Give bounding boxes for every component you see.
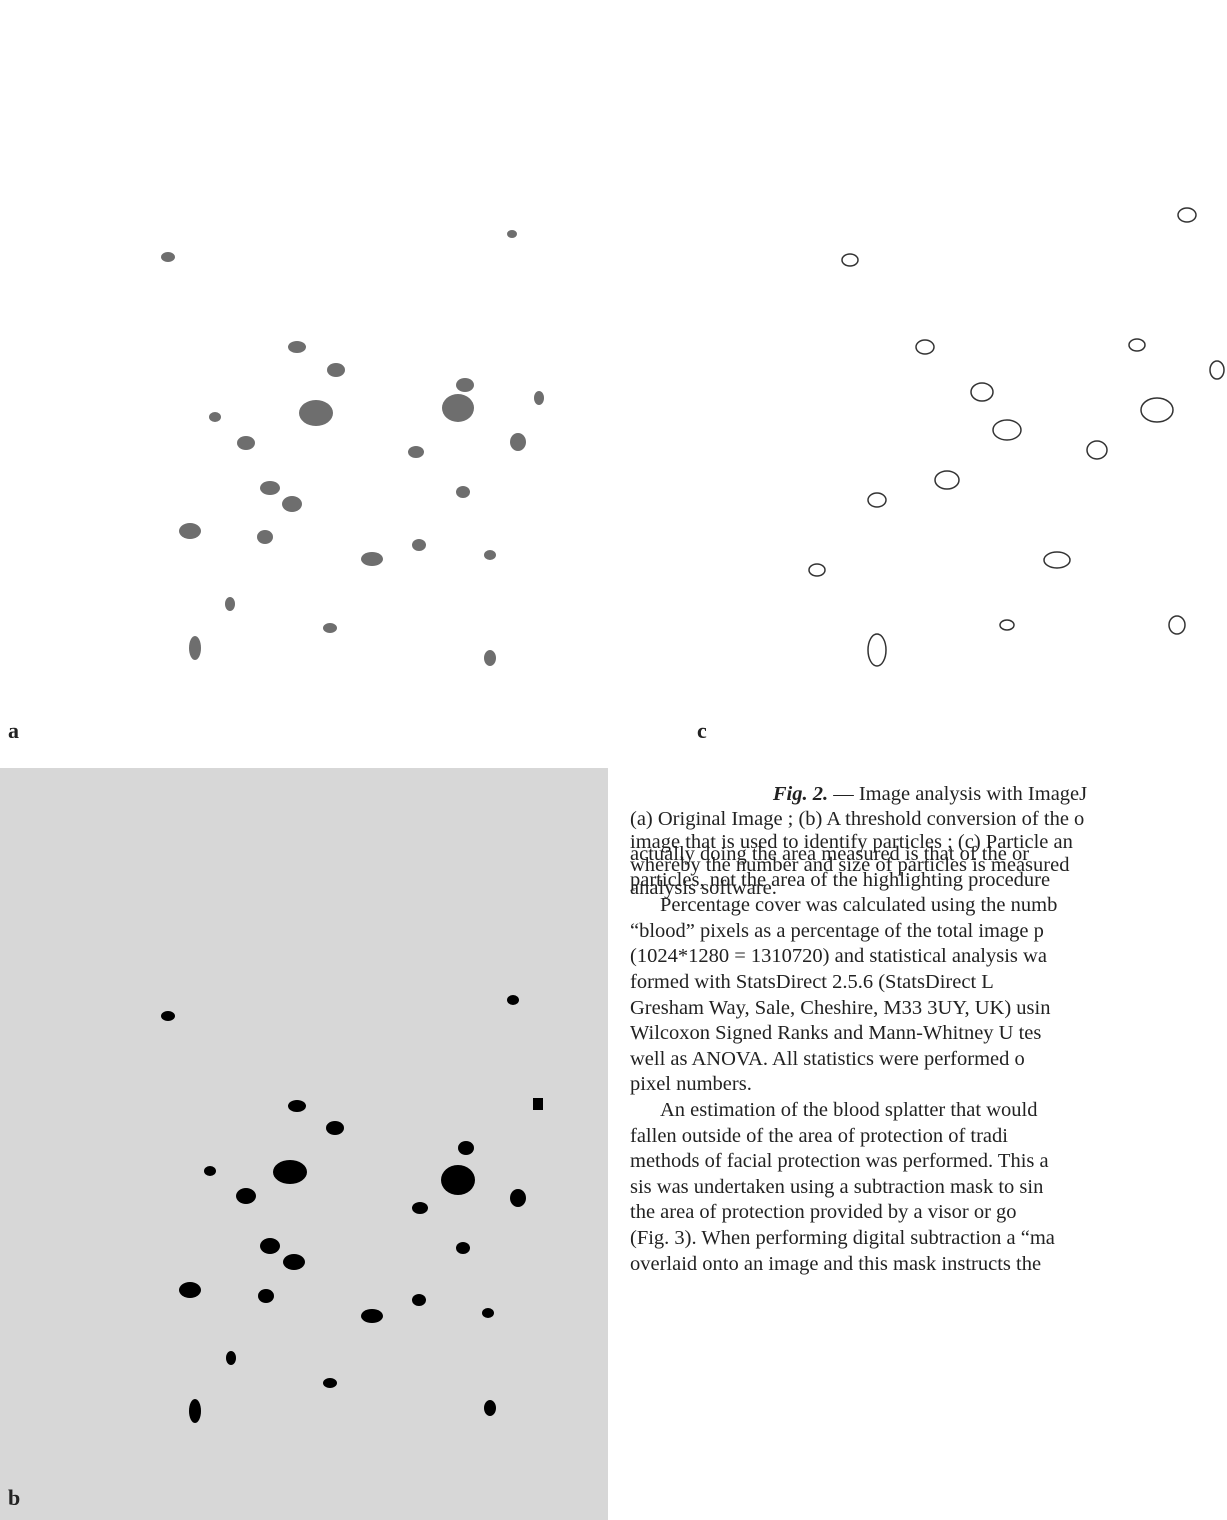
panel-label: b	[8, 1485, 20, 1511]
caption-title: Fig. 2. — Image analysis with ImageJ	[630, 783, 1227, 806]
body-line: (Fig. 3). When performing digital subtra…	[630, 1227, 1055, 1250]
page: a b c Fig. 2. — Image analysis with Imag…	[0, 0, 1227, 1520]
body-line: Percentage cover was calculated using th…	[660, 894, 1057, 917]
body-line: methods of facial protection was perform…	[630, 1150, 1049, 1173]
body-line: pixel numbers.	[630, 1073, 752, 1096]
panel-label: c	[697, 718, 707, 744]
body-line: “blood” pixels as a percentage of the to…	[630, 920, 1044, 943]
caption-line: (a) Original Image ; (b) A threshold con…	[630, 808, 1084, 831]
caption-heading: — Image analysis with ImageJ	[828, 783, 1087, 805]
body-line: An estimation of the blood splatter that…	[660, 1099, 1037, 1122]
body-line: formed with StatsDirect 2.5.6 (StatsDire…	[630, 971, 994, 994]
body-line: fallen outside of the area of protection…	[630, 1125, 1008, 1148]
body-line: overlaid onto an image and this mask ins…	[630, 1253, 1041, 1276]
photo-a	[0, 0, 610, 745]
particle-outlines-c	[757, 0, 1227, 750]
body-line: (1024*1280 = 1310720) and statistical an…	[630, 945, 1047, 968]
body-line: Gresham Way, Sale, Cheshire, M33 3UY, UK…	[630, 997, 1050, 1020]
body-line: well as ANOVA. All statistics were perfo…	[630, 1048, 1025, 1071]
body-line: particles, not the area of the highlight…	[630, 869, 1050, 892]
panel-label: a	[8, 718, 19, 744]
body-line: Wilcoxon Signed Ranks and Mann-Whitney U…	[630, 1022, 1041, 1045]
threshold-b	[0, 768, 608, 1520]
body-line: the area of protection provided by a vis…	[630, 1201, 1017, 1224]
body-line: sis was undertaken using a subtraction m…	[630, 1176, 1043, 1199]
figure-label: Fig. 2.	[773, 783, 828, 805]
body-line: actually doing the area measured is that…	[630, 843, 1029, 866]
